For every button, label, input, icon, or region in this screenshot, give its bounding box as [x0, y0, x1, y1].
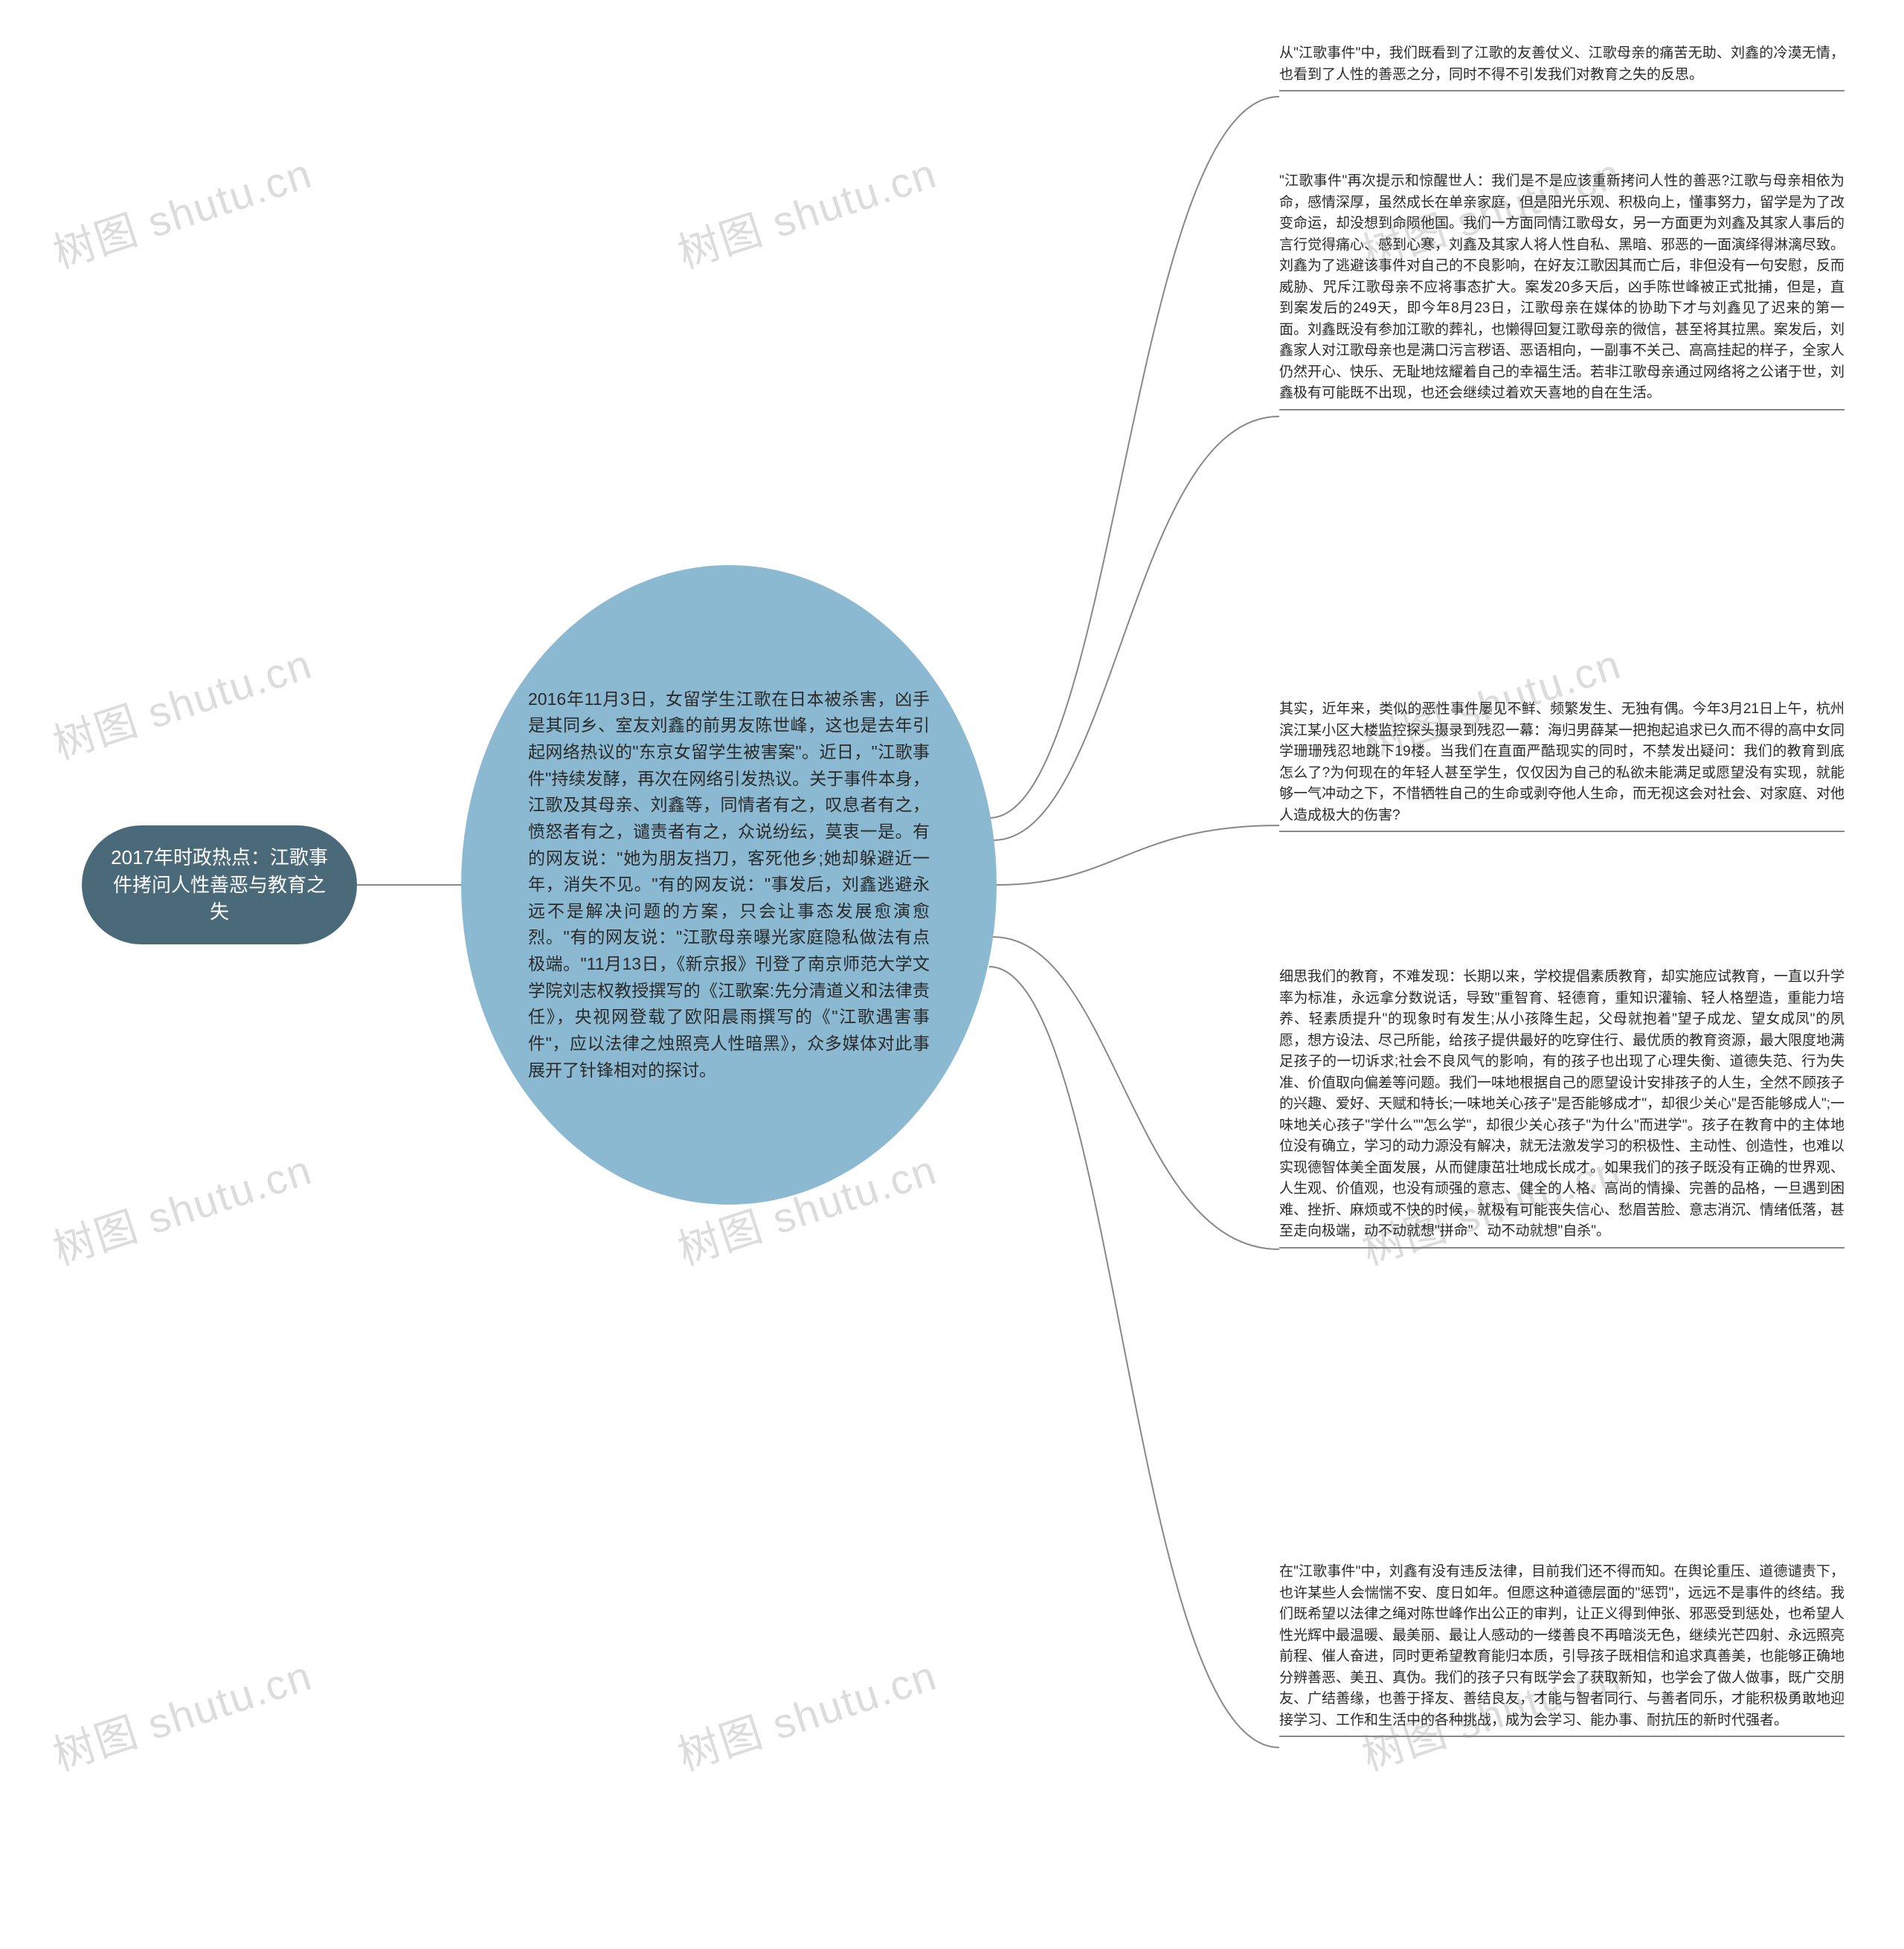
watermark: 树图 shutu.cn — [45, 140, 319, 280]
leaf-node-5[interactable]: 在"江歌事件"中，刘鑫有没有违反法律，目前我们还不得而知。在舆论重压、道德谴责下… — [1279, 1562, 1844, 1737]
watermark: 树图 shutu.cn — [45, 631, 319, 771]
leaf-node-2[interactable]: "江歌事件"再次提示和惊醒世人：我们是不是应该重新拷问人性的善恶?江歌与母亲相依… — [1279, 171, 1844, 410]
leaf-node-1[interactable]: 从"江歌事件"中，我们既看到了江歌的友善仗义、江歌母亲的痛苦无助、刘鑫的冷漠无情… — [1279, 43, 1844, 91]
leaf-node-4[interactable]: 细思我们的教育，不难发现：长期以来，学校提倡素质教育，却实施应试教育，一直以升学… — [1279, 967, 1844, 1249]
connector-oval-leaf1 — [989, 97, 1279, 818]
connector-oval-leaf3 — [997, 825, 1279, 885]
watermark: 树图 shutu.cn — [669, 1642, 944, 1782]
watermark: 树图 shutu.cn — [45, 1136, 319, 1277]
summary-node[interactable]: 2016年11月3日，女留学生江歌在日本被杀害，凶手是其同乡、室友刘鑫的前男友陈… — [461, 565, 997, 1205]
leaf-node-5-text: 在"江歌事件"中，刘鑫有没有违反法律，目前我们还不得而知。在舆论重压、道德谴责下… — [1279, 1564, 1844, 1728]
root-node[interactable]: 2017年时政热点：江歌事件拷问人性善恶与教育之失 — [82, 825, 357, 944]
leaf-node-4-text: 细思我们的教育，不难发现：长期以来，学校提倡素质教育，却实施应试教育，一直以升学… — [1279, 969, 1844, 1239]
connector-oval-leaf4 — [993, 937, 1279, 1249]
leaf-node-1-text: 从"江歌事件"中，我们既看到了江歌的友善仗义、江歌母亲的痛苦无助、刘鑫的冷漠无情… — [1279, 45, 1844, 83]
root-node-text: 2017年时政热点：江歌事件拷问人性善恶与教育之失 — [104, 844, 335, 925]
watermark: 树图 shutu.cn — [45, 1642, 319, 1782]
mindmap-canvas: 树图 shutu.cn 树图 shutu.cn 树图 shutu.cn 树图 s… — [0, 0, 1904, 1949]
watermark: 树图 shutu.cn — [669, 140, 944, 280]
connector-oval-leaf5 — [989, 967, 1279, 1747]
leaf-node-3[interactable]: 其实，近年来，类似的恶性事件屡见不鲜、频繁发生、无独有偶。今年3月21日上午，杭… — [1279, 699, 1844, 832]
connector-oval-leaf2 — [993, 416, 1279, 840]
summary-node-text: 2016年11月3日，女留学生江歌在日本被杀害，凶手是其同乡、室友刘鑫的前男友陈… — [528, 686, 930, 1084]
leaf-node-3-text: 其实，近年来，类似的恶性事件屡见不鲜、频繁发生、无独有偶。今年3月21日上午，杭… — [1279, 701, 1844, 823]
leaf-node-2-text: "江歌事件"再次提示和惊醒世人：我们是不是应该重新拷问人性的善恶?江歌与母亲相依… — [1279, 173, 1844, 401]
